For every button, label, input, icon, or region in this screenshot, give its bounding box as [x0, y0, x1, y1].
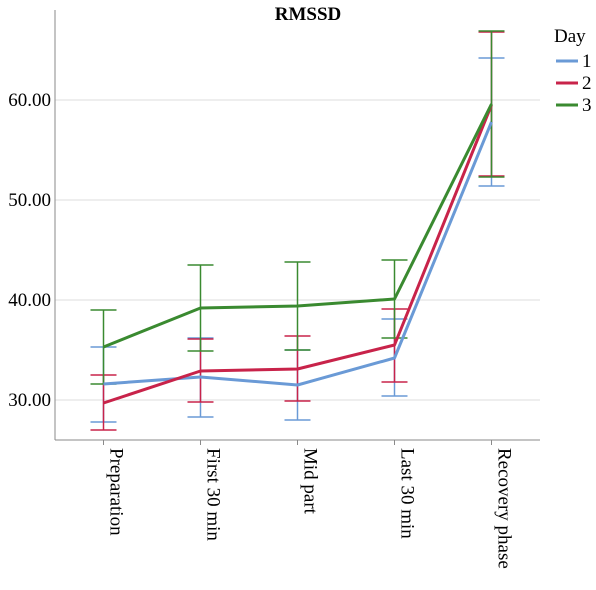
- series-line-day-3: [102, 103, 493, 349]
- legend: Day 123: [554, 26, 592, 116]
- y-tick-label: 30.00: [8, 390, 51, 411]
- series-layer: [90, 30, 505, 431]
- legend-label-day-3: 3: [582, 95, 592, 116]
- x-tick-label: Mid part: [300, 448, 321, 515]
- x-tick-label: Preparation: [106, 448, 127, 536]
- series-line-day-1: [103, 121, 493, 387]
- legend-title: Day: [554, 26, 586, 47]
- x-tick-label: Last 30 min: [397, 448, 418, 539]
- y-tick-label: 60.00: [8, 90, 51, 111]
- legend-label-day-1: 1: [582, 51, 592, 72]
- chart-title: RMSSD: [275, 4, 342, 25]
- x-tick-label: First 30 min: [203, 448, 224, 541]
- y-tick-label: 50.00: [8, 190, 51, 211]
- legend-label-day-2: 2: [582, 73, 592, 94]
- x-tick-label: Recovery phase: [494, 448, 515, 569]
- series-line-day-2: [103, 104, 493, 405]
- axis-layer: 30.00 40.00 50.00 60.00 Preparation First 30 …: [8, 10, 540, 569]
- y-tick-label: 40.00: [8, 290, 51, 311]
